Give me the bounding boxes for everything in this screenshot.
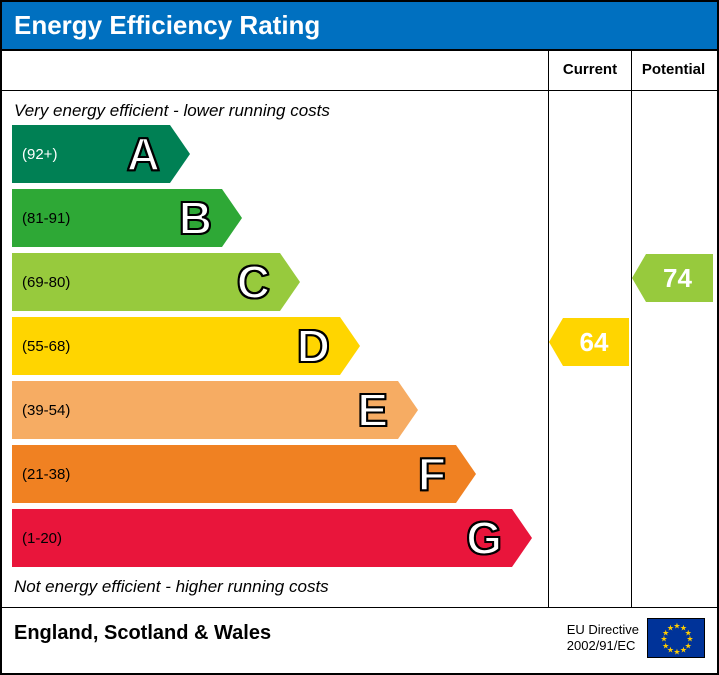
potential-pointer-arrow-icon [632, 254, 646, 302]
band-bar: (92+) A [12, 125, 170, 183]
band-chevron-icon [512, 509, 532, 567]
band-bar: (39-54) E [12, 381, 398, 439]
band-g: (1-20) G [12, 509, 538, 567]
current-pointer-arrow-icon [549, 318, 563, 366]
directive-line1: EU Directive [567, 622, 639, 637]
band-c: (69-80) C [12, 253, 538, 311]
band-chevron-icon [398, 381, 418, 439]
band-a: (92+) A [12, 125, 538, 183]
potential-pointer: 74 [646, 254, 713, 302]
band-letter: A [127, 127, 160, 181]
bands-container: (92+) A (81-91) B (69-80) C (55-68) D (39-54) E (2… [12, 125, 538, 567]
band-chevron-icon [340, 317, 360, 375]
band-range: (21-38) [22, 466, 70, 483]
band-chevron-icon [170, 125, 190, 183]
eu-star-icon: ★ [673, 648, 680, 657]
band-letter: F [418, 447, 446, 501]
header-row: Current Potential [2, 51, 717, 91]
band-range: (81-91) [22, 210, 70, 227]
region-label: England, Scotland & Wales [2, 608, 283, 659]
band-chevron-icon [280, 253, 300, 311]
potential-column: 74 [632, 91, 715, 607]
directive-text: EU Directive 2002/91/EC [567, 622, 639, 653]
band-bar: (69-80) C [12, 253, 280, 311]
chart-title: Energy Efficiency Rating [2, 2, 717, 51]
eu-star-icon: ★ [680, 646, 687, 655]
band-letter: B [179, 191, 212, 245]
band-letter: E [357, 383, 388, 437]
band-range: (92+) [22, 146, 57, 163]
epc-chart: Energy Efficiency Rating Current Potenti… [0, 0, 719, 675]
header-spacer [2, 51, 549, 90]
band-f: (21-38) F [12, 445, 538, 503]
band-chevron-icon [222, 189, 242, 247]
band-range: (39-54) [22, 402, 70, 419]
band-bar: (21-38) F [12, 445, 456, 503]
band-letter: D [297, 319, 330, 373]
directive-line2: 2002/91/EC [567, 638, 636, 653]
band-bar: (55-68) D [12, 317, 340, 375]
band-range: (69-80) [22, 274, 70, 291]
band-letter: G [466, 511, 502, 565]
band-letter: C [237, 255, 270, 309]
bands-column: Very energy efficient - lower running co… [2, 91, 549, 607]
body-row: Very energy efficient - lower running co… [2, 91, 717, 608]
band-range: (55-68) [22, 338, 70, 355]
header-potential: Potential [632, 51, 715, 90]
band-e: (39-54) E [12, 381, 538, 439]
potential-pointer-value: 74 [663, 263, 692, 294]
band-bar: (1-20) G [12, 509, 512, 567]
eu-star-icon: ★ [667, 623, 674, 632]
band-range: (1-20) [22, 530, 62, 547]
header-current: Current [549, 51, 632, 90]
eu-flag-icon: ★★★★★★★★★★★★ [647, 618, 705, 658]
footer-right: EU Directive 2002/91/EC ★★★★★★★★★★★★ [567, 608, 717, 658]
band-b: (81-91) B [12, 189, 538, 247]
caption-top: Very energy efficient - lower running co… [12, 97, 538, 125]
current-pointer: 64 [563, 318, 629, 366]
band-bar: (81-91) B [12, 189, 222, 247]
current-pointer-value: 64 [580, 327, 609, 358]
band-chevron-icon [456, 445, 476, 503]
current-column: 64 [549, 91, 632, 607]
band-d: (55-68) D [12, 317, 538, 375]
caption-bottom: Not energy efficient - higher running co… [12, 573, 538, 601]
